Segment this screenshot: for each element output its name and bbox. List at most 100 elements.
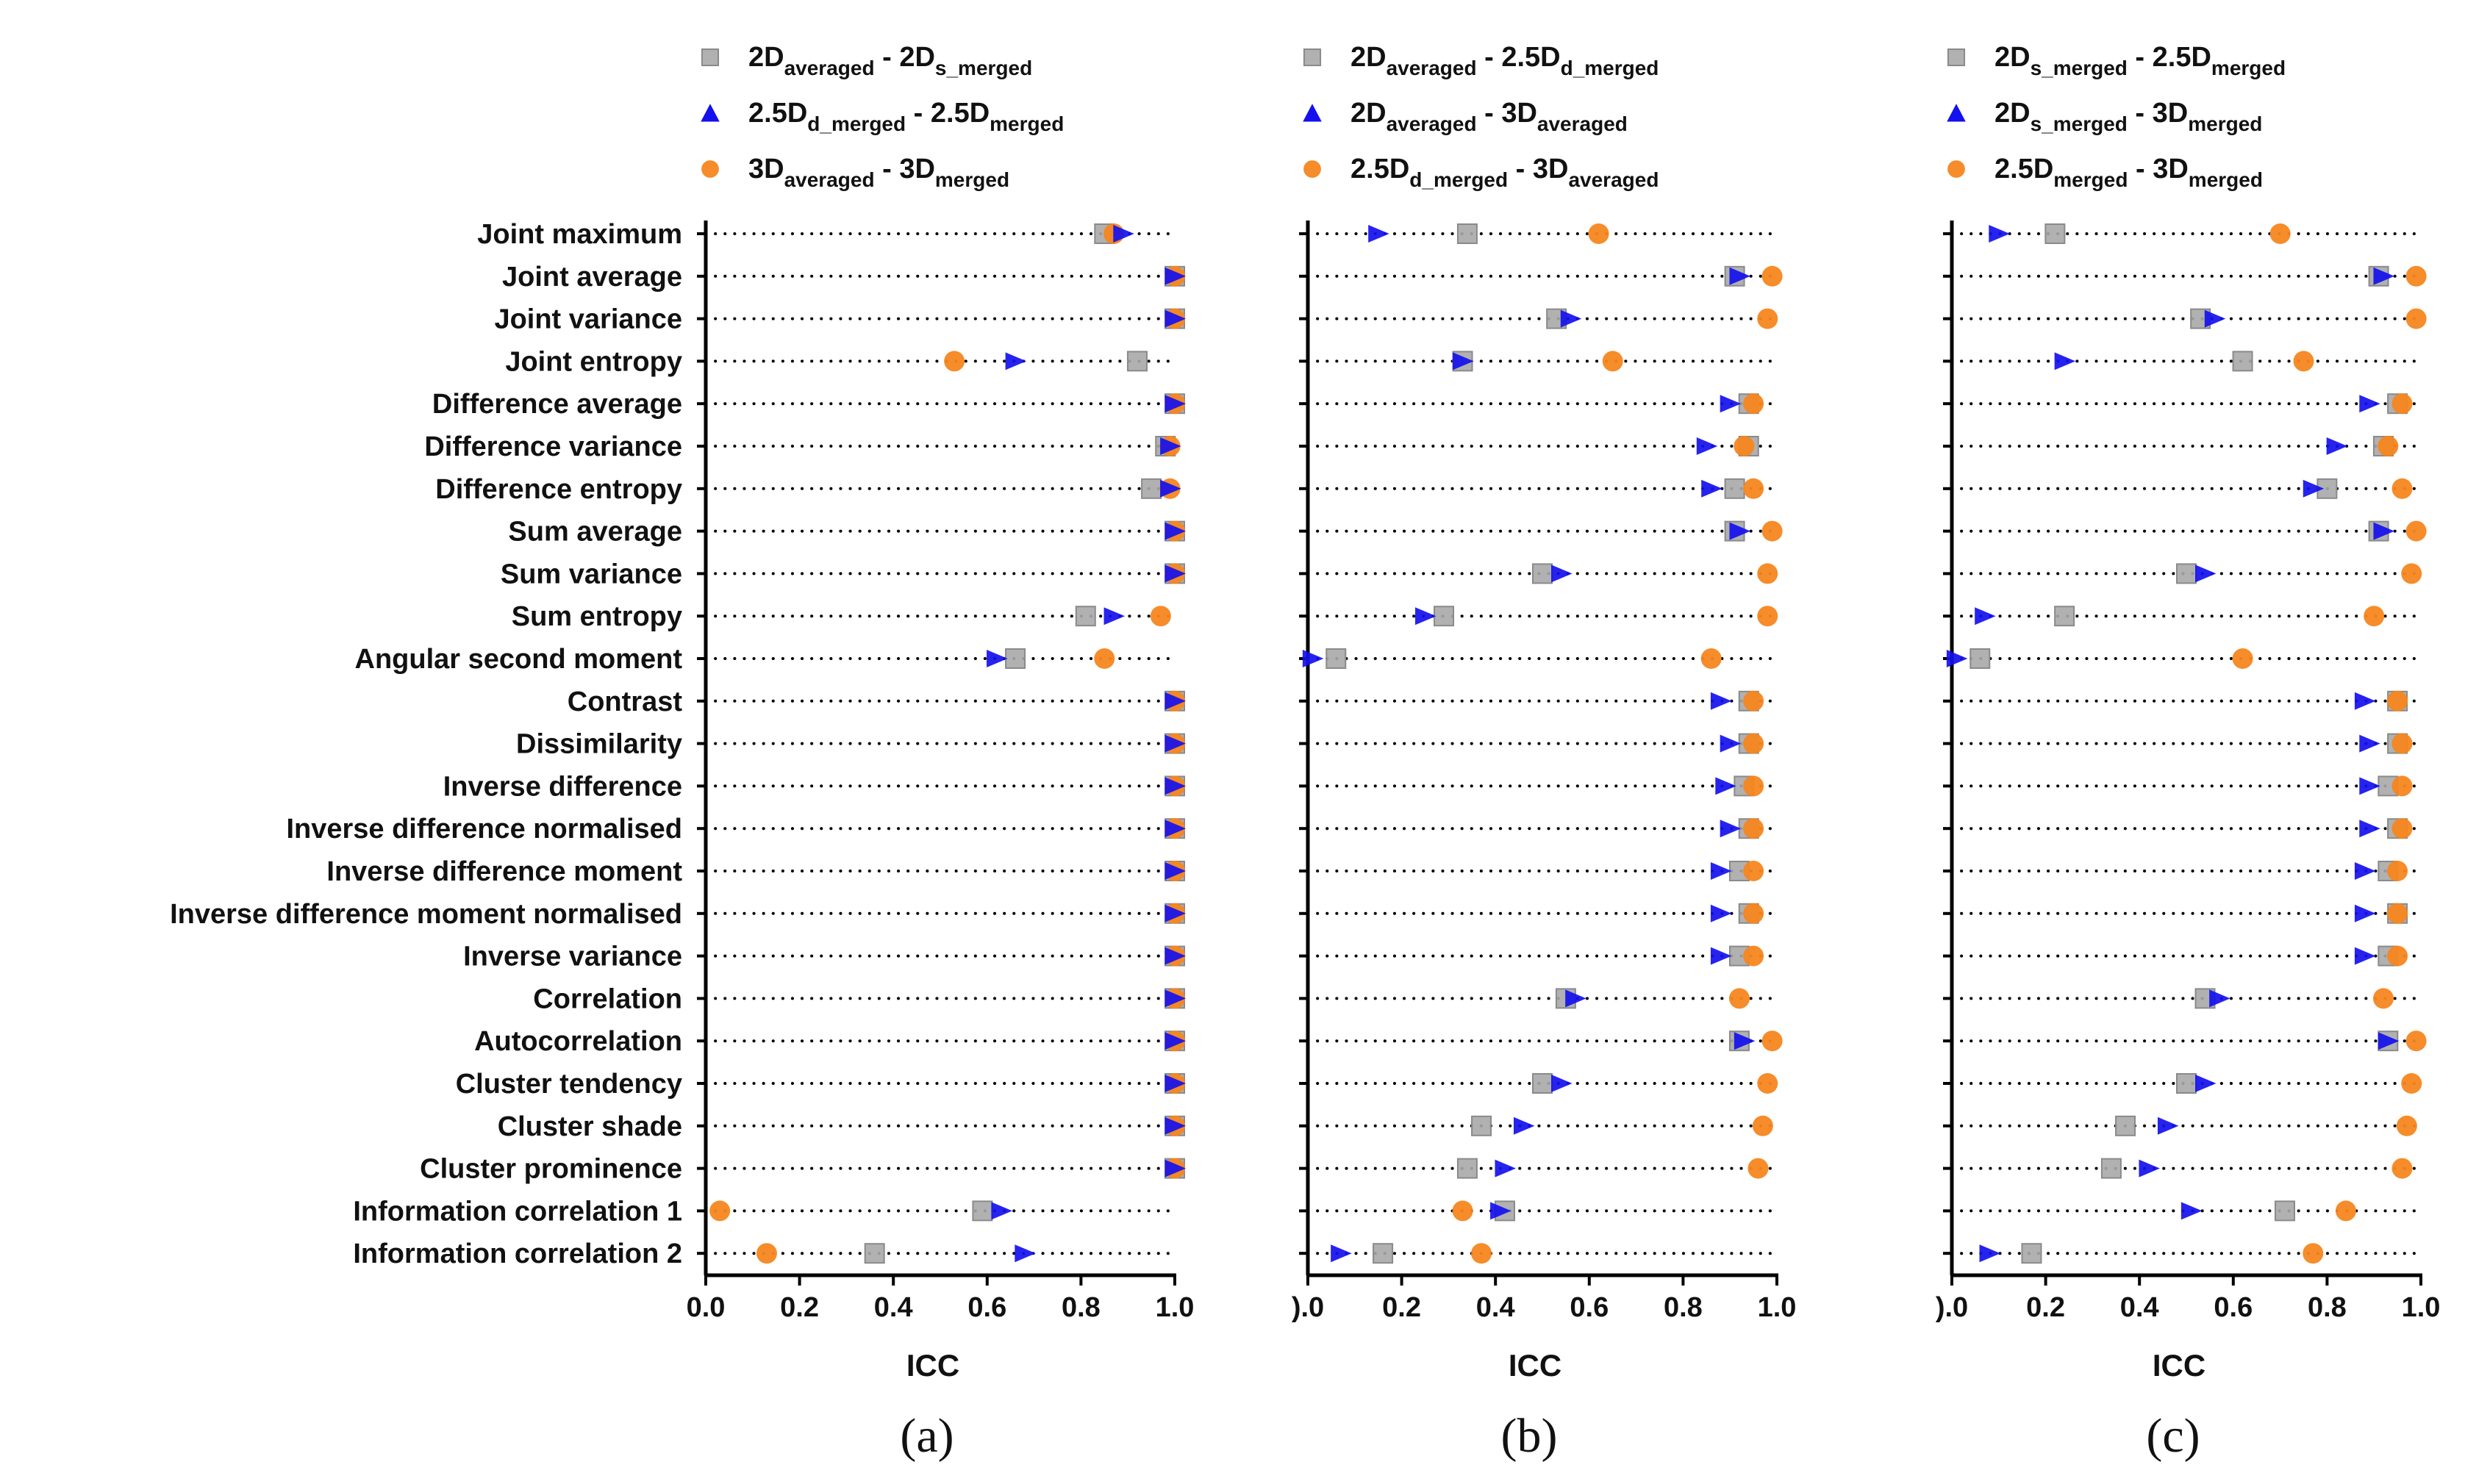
x-tick-label: 0.2 [780, 1292, 819, 1323]
data-point-circle [2387, 945, 2408, 967]
data-point-square [1456, 1158, 1478, 1179]
data-point-triangle [1164, 1032, 1186, 1050]
data-point-circle [2391, 775, 2413, 797]
data-point-triangle [1551, 564, 1573, 583]
x-tick-label: 0.4 [1476, 1292, 1515, 1323]
x-tick-label: 0.6 [1570, 1292, 1609, 1323]
legend-square-marker [701, 48, 720, 67]
data-point-triangle [1302, 650, 1324, 667]
data-point-circle [2405, 265, 2427, 287]
x-axis-title: ICC [2153, 1348, 2205, 1383]
x-tick-label: 0.8 [2308, 1292, 2347, 1323]
legend-label: 2.5Dd_merged - 2.5Dmerged [748, 98, 1064, 135]
x-tick-label: 0.4 [2120, 1292, 2159, 1323]
x-tick-label: ).0 [1292, 1292, 1324, 1323]
data-point-circle [2405, 308, 2427, 329]
data-point-triangle [1720, 820, 1742, 838]
data-point-circle [1743, 945, 1764, 967]
data-point-triangle [1490, 1202, 1511, 1220]
legend-label: 2Daveraged - 2Ds_merged [748, 42, 1032, 79]
x-tick-label: 0.8 [1664, 1292, 1703, 1323]
data-point-triangle [1453, 352, 1474, 370]
data-point-triangle [1729, 267, 1750, 285]
data-point-circle [2232, 648, 2253, 669]
x-tick-label: 1.0 [2402, 1292, 2441, 1323]
data-point-triangle [1164, 734, 1186, 753]
feature-label: Sum variance [501, 559, 682, 589]
data-point-square [1373, 1243, 1394, 1264]
data-point-circle [2387, 690, 2408, 711]
data-point-triangle [1415, 607, 1437, 625]
series-triangle [1946, 225, 2400, 1263]
feature-label: Cluster tendency [456, 1069, 682, 1100]
data-point-circle [1743, 393, 1764, 415]
data-point-circle [1094, 648, 1115, 669]
feature-label: Sum average [508, 517, 682, 548]
series-square [1970, 223, 2408, 1264]
data-point-circle [1471, 1243, 1492, 1264]
data-point-triangle [1113, 225, 1134, 243]
feature-label: Joint entropy [505, 346, 682, 377]
series-triangle [987, 225, 1186, 1263]
data-point-circle [1743, 775, 1764, 797]
legend-entry: 2Daveraged - 2Ds_merged [701, 42, 1032, 79]
data-point-circle [1734, 436, 1755, 456]
data-point-circle [2401, 1073, 2422, 1094]
data-point-triangle [2209, 989, 2230, 1008]
series-triangle [1302, 225, 1756, 1263]
feature-label: Difference entropy [435, 474, 682, 505]
data-point-circle [1700, 648, 1722, 669]
feature-labels: Joint maximum Joint average Joint variance… [170, 219, 682, 1269]
feature-label: Difference variance [424, 431, 682, 462]
data-point-triangle [1164, 267, 1186, 285]
data-point-triangle [1164, 777, 1186, 795]
data-point-triangle [1729, 522, 1750, 540]
panel-label: (a) [900, 1409, 954, 1463]
legend-entry: 3Daveraged - 3Dmerged [701, 154, 1009, 191]
data-point-triangle [987, 650, 1008, 667]
legend-label: 3Daveraged - 3Dmerged [748, 154, 1009, 191]
data-point-triangle [1160, 437, 1181, 455]
data-point-square [972, 1200, 993, 1222]
data-point-circle [1150, 606, 1171, 627]
data-point-square [864, 1243, 885, 1264]
x-tick-label: 0.4 [874, 1292, 913, 1323]
data-point-triangle [1015, 1244, 1036, 1263]
x-tick-label: 1.0 [1156, 1292, 1195, 1323]
data-point-triangle [1696, 437, 1718, 455]
feature-label: Sum entropy [512, 601, 682, 632]
legend-entry: 2Daveraged - 2.5Dd_merged [1303, 42, 1659, 79]
legend-label: 2Ds_merged - 2.5Dmerged [1994, 42, 2286, 79]
data-point-circle [2293, 351, 2314, 372]
data-point-triangle [1720, 734, 1742, 753]
data-point-triangle [1164, 309, 1186, 328]
legend-entry: 2.5Dd_merged - 2.5Dmerged [701, 98, 1064, 135]
data-point-triangle [991, 1202, 1012, 1220]
data-point-square [1456, 223, 1478, 244]
legend-entry: 2Daveraged - 3Daveraged [1303, 98, 1628, 135]
data-point-triangle [2204, 309, 2226, 328]
data-point-square [2021, 1243, 2042, 1264]
data-point-circle [2335, 1200, 2356, 1222]
legend-triangle-marker [1947, 104, 1966, 122]
data-point-triangle [2359, 734, 2380, 753]
legend-label: 2.5Dmerged - 3Dmerged [1994, 154, 2263, 191]
data-point-circle [1757, 606, 1778, 627]
legend-square-marker [1947, 48, 1966, 67]
legend-label: 2Daveraged - 3Daveraged [1350, 98, 1628, 135]
data-point-circle [1588, 223, 1609, 244]
legend-entry: 2.5Dd_merged - 3Daveraged [1303, 154, 1659, 191]
feature-label: Information correlation 1 [353, 1196, 682, 1227]
feature-label: Cluster shade [498, 1111, 682, 1142]
data-point-triangle [2373, 522, 2394, 540]
x-tick-label: 0.8 [1062, 1292, 1101, 1323]
data-point-triangle [1975, 607, 1996, 625]
feature-label: Correlation [533, 983, 682, 1014]
data-point-triangle [2354, 904, 2376, 922]
data-point-square [2115, 1115, 2136, 1136]
data-point-circle [2387, 861, 2408, 881]
legend-circle-marker [1303, 160, 1321, 178]
data-point-triangle [2359, 777, 2380, 795]
feature-label: Inverse difference [443, 771, 682, 802]
